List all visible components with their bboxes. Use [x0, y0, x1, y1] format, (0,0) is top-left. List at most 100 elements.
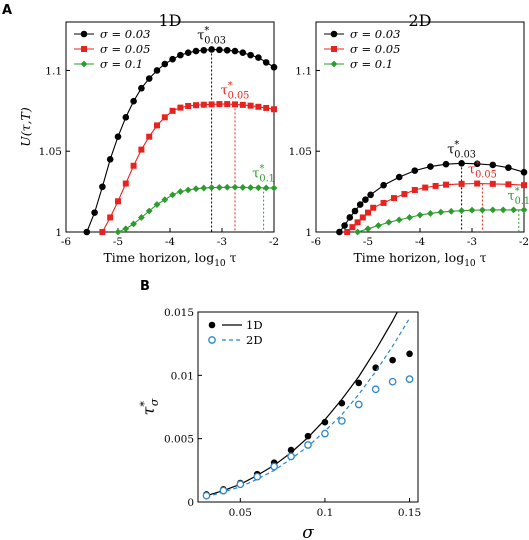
- x-tick-label: -6: [311, 236, 322, 248]
- data-point: [510, 206, 517, 214]
- data-point: [247, 51, 254, 59]
- data-point: [474, 180, 481, 187]
- data-point: [177, 104, 184, 111]
- data-point: [336, 228, 343, 236]
- x-axis-label: Time horizon, log10 τ: [353, 250, 486, 269]
- y-axis-label: τ*σ: [138, 398, 161, 415]
- legend-marker: [331, 46, 337, 52]
- legend-marker: [330, 30, 338, 38]
- data-point: [391, 195, 397, 202]
- tau-marker-label: τ* 0.03: [447, 139, 476, 160]
- data-point: [304, 441, 312, 449]
- data-point: [406, 214, 413, 221]
- data-point: [458, 207, 465, 215]
- data-point: [270, 462, 279, 471]
- data-point: [321, 429, 329, 438]
- data-point: [223, 183, 231, 191]
- data-point: [223, 46, 231, 54]
- data-point: [395, 216, 403, 224]
- data-point: [367, 191, 374, 199]
- series-line: [86, 48, 275, 233]
- data-point: [146, 133, 153, 140]
- data-point: [427, 210, 434, 217]
- data-point: [169, 107, 176, 114]
- data-point: [422, 184, 429, 191]
- data-point: [247, 102, 254, 109]
- x-tick-label: -4: [165, 236, 176, 248]
- data-point: [192, 47, 200, 55]
- data-point: [145, 207, 153, 215]
- panel-label-a: A: [2, 3, 12, 18]
- legend-label: 2D: [246, 333, 263, 347]
- series-line: [101, 103, 275, 233]
- data-point: [99, 229, 106, 235]
- data-point: [239, 49, 247, 56]
- x-tick-label: 0.1: [317, 507, 334, 519]
- data-point: [91, 209, 98, 216]
- series-line: [117, 186, 275, 233]
- data-point: [236, 480, 245, 489]
- data-point: [153, 67, 161, 74]
- data-point: [216, 46, 223, 54]
- data-point: [341, 222, 348, 229]
- data-point: [385, 218, 393, 226]
- legend-label: σ = 0.03: [100, 27, 150, 41]
- data-point: [114, 133, 122, 140]
- data-point: [122, 114, 130, 121]
- data-point: [145, 75, 153, 82]
- data-point: [458, 180, 465, 187]
- plot-frame: [315, 21, 525, 233]
- data-point: [184, 49, 192, 56]
- data-point: [380, 199, 387, 206]
- data-point: [468, 206, 476, 214]
- data-point: [130, 220, 137, 228]
- data-point: [520, 206, 528, 214]
- legend-marker: [208, 321, 216, 329]
- data-point: [359, 214, 366, 221]
- y-axis-label: U(τ,T): [18, 107, 33, 147]
- data-point: [193, 102, 199, 109]
- x-axis-label: σ: [302, 523, 314, 540]
- x-tick-label: 0.15: [398, 507, 421, 519]
- data-point: [405, 375, 414, 383]
- data-point: [169, 55, 176, 63]
- data-point: [321, 418, 329, 426]
- y-tick-label: 1: [305, 227, 312, 239]
- y-tick-label: 0.005: [164, 434, 194, 446]
- plot-frame: [197, 311, 419, 503]
- panel-title: 2D: [408, 11, 431, 30]
- data-point: [505, 164, 512, 172]
- data-point: [99, 183, 106, 191]
- data-point: [192, 185, 200, 193]
- data-point: [177, 188, 184, 196]
- x-tick-label: -5: [363, 236, 373, 248]
- data-point: [200, 184, 208, 192]
- data-point: [271, 106, 277, 113]
- panel-label-b: B: [140, 279, 150, 294]
- data-point: [115, 198, 121, 205]
- tau-marker-label: τ* 0.05: [221, 80, 250, 101]
- data-point: [219, 486, 228, 495]
- x-tick-label: -4: [415, 236, 426, 248]
- data-point: [169, 191, 176, 199]
- data-point: [346, 214, 354, 221]
- data-point: [479, 206, 486, 214]
- tau-marker-label: τ* 0.1: [252, 164, 275, 185]
- x-tick-label: -2: [519, 236, 529, 248]
- legend-marker: [208, 336, 216, 344]
- data-point: [356, 201, 364, 208]
- y-tick-label: 1.1: [295, 65, 312, 77]
- data-point: [262, 184, 270, 192]
- data-point: [521, 182, 527, 189]
- data-point: [354, 219, 361, 226]
- data-point: [344, 229, 351, 235]
- x-tick-label: -3: [467, 236, 477, 248]
- data-point: [232, 101, 238, 108]
- fit-curve: [206, 312, 399, 497]
- data-point: [224, 101, 231, 108]
- data-point: [255, 54, 262, 61]
- chart-1d: -6 -5 -4 -3 -2 1 1.05 1.1 1D Time horizon, log10 …: [18, 11, 279, 269]
- data-point: [362, 196, 369, 203]
